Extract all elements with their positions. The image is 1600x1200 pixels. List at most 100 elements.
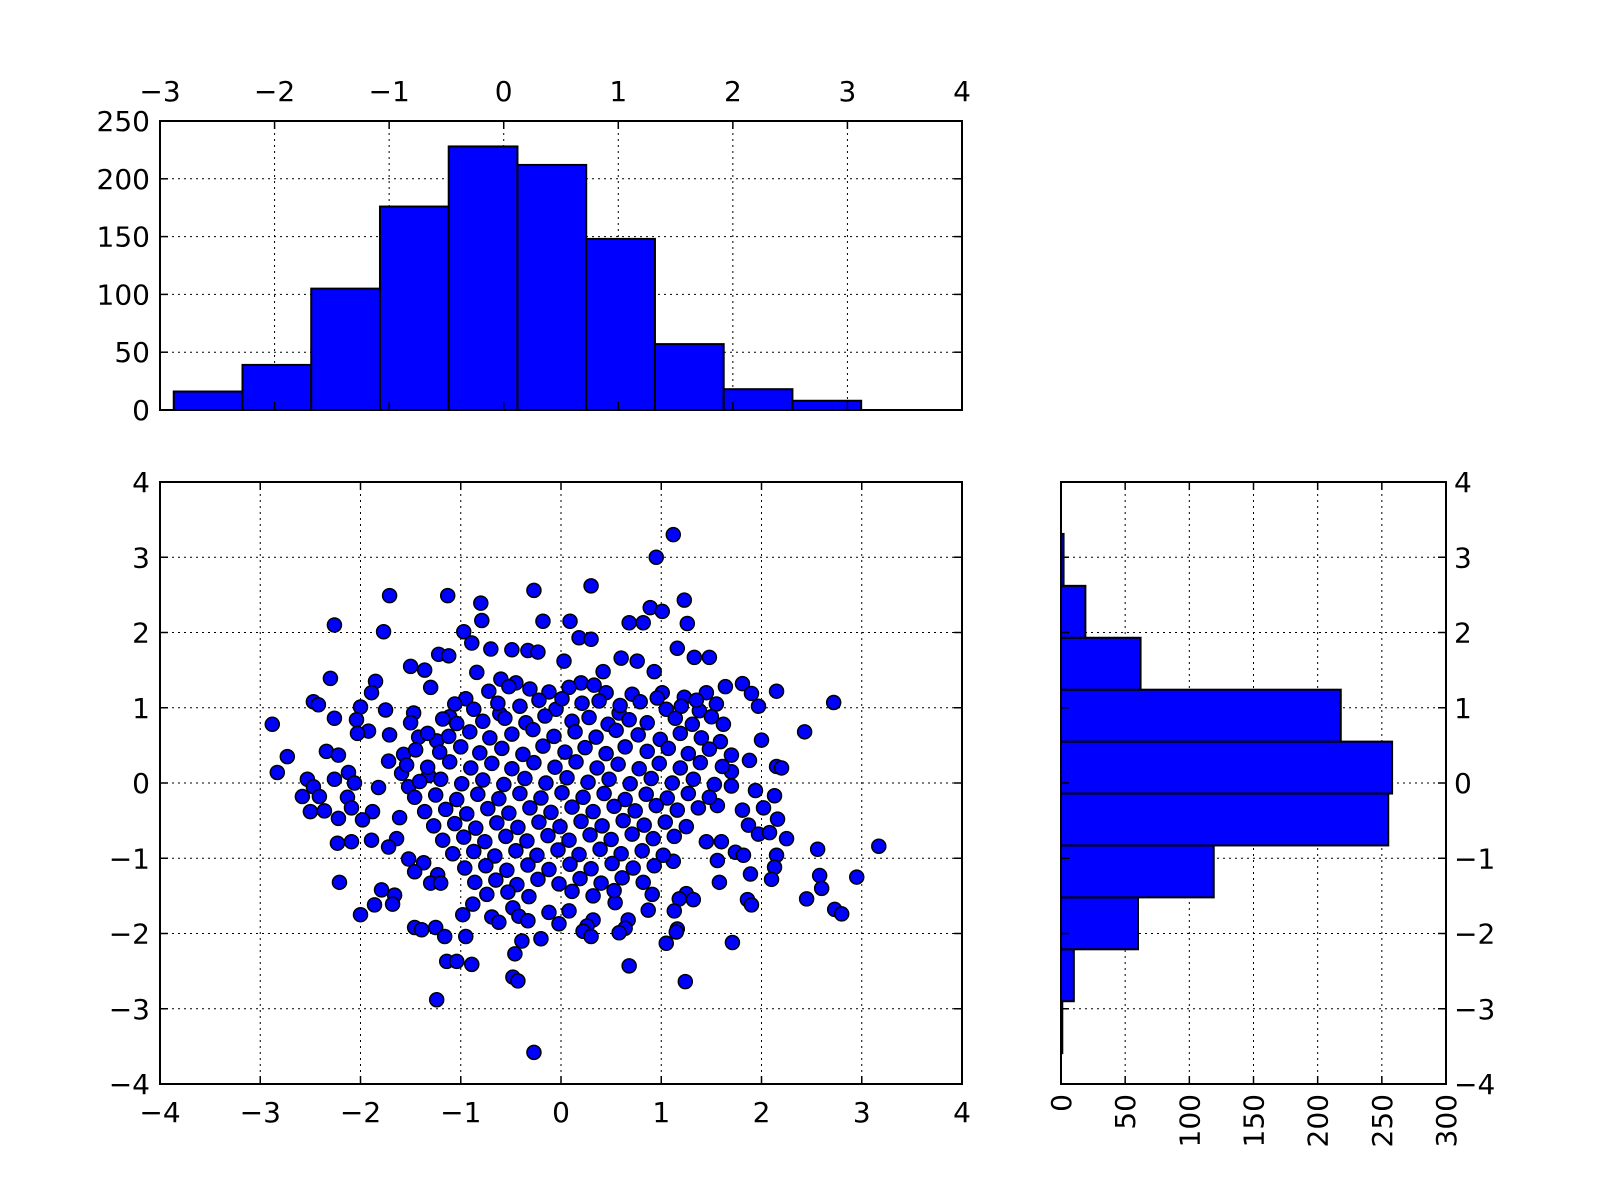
y-tick-label: −3: [109, 993, 150, 1026]
scatter-point: [331, 874, 348, 891]
scatter-point: [669, 640, 686, 657]
scatter-point: [848, 869, 865, 885]
scatter-point: [444, 845, 461, 862]
scatter-point: [440, 728, 457, 745]
scatter-point: [512, 698, 528, 714]
y-tick-label: −4: [109, 1068, 150, 1101]
histogram-bar: [1060, 948, 1075, 1003]
scatter-point: [488, 872, 504, 888]
scatter-point: [431, 744, 448, 760]
scatter-point: [343, 833, 360, 850]
scatter-point: [468, 820, 484, 836]
scatter-point: [489, 815, 505, 831]
histogram-bar: [1060, 896, 1139, 951]
scatter-point: [592, 841, 608, 857]
scatter-point: [432, 771, 449, 787]
scatter-point: [520, 857, 536, 873]
x-tick-label: −3: [240, 1096, 281, 1129]
scatter-point: [507, 946, 523, 962]
scatter-point: [551, 876, 567, 892]
y-tick-label: −2: [1454, 918, 1495, 951]
scatter-point: [593, 875, 609, 891]
scatter-point: [494, 740, 510, 757]
scatter-point: [384, 896, 401, 912]
scatter-point: [610, 756, 626, 772]
scatter-point: [522, 800, 538, 816]
scatter-point: [464, 956, 480, 973]
scatter-point: [455, 906, 471, 923]
scatter-point: [693, 730, 710, 746]
x-tick-label: 3: [839, 75, 857, 108]
scatter-point: [381, 727, 398, 743]
scatter-point: [400, 851, 417, 867]
scatter-point: [463, 760, 479, 776]
scatter-point: [768, 683, 785, 699]
scatter-point: [526, 1044, 542, 1061]
scatter-point: [708, 696, 725, 712]
scatter-point: [588, 729, 604, 745]
scatter-point: [556, 653, 572, 669]
scatter-point: [348, 712, 365, 728]
scatter-point: [711, 874, 728, 891]
scatter-point: [406, 864, 423, 880]
scatter-point: [380, 753, 397, 769]
scatter-point: [743, 685, 760, 702]
scatter-point: [428, 991, 445, 1008]
scatter-point: [680, 785, 697, 802]
scatter-point: [466, 701, 482, 718]
scatter-point: [497, 710, 513, 727]
x-tick-label: 0: [495, 75, 513, 108]
scatter-point: [535, 738, 551, 754]
scatter-point: [510, 819, 526, 836]
scatter-point: [646, 858, 662, 874]
scatter-point: [520, 912, 536, 929]
scatter-point: [479, 886, 495, 903]
scatter-point: [407, 742, 424, 758]
scatter-point: [595, 663, 611, 680]
scatter-point: [465, 896, 481, 912]
scatter-point: [778, 830, 795, 847]
scatter-point: [634, 842, 650, 859]
scatter-point: [521, 888, 537, 905]
scatter-point: [638, 786, 654, 803]
y-tick-label: 3: [1454, 541, 1472, 574]
scatter-point: [415, 855, 432, 871]
scatter-point: [766, 788, 783, 804]
scatter-point: [441, 754, 458, 770]
scatter-point: [363, 684, 380, 701]
scatter-point: [491, 914, 507, 930]
scatter-point: [519, 833, 535, 849]
scatter-point: [617, 791, 633, 808]
scatter-point: [583, 928, 599, 945]
scatter-point: [434, 832, 451, 848]
scatter-point: [574, 695, 590, 711]
y-tick-label: −1: [109, 842, 150, 875]
y-tick-label: 150: [97, 221, 150, 254]
histogram-bar: [1060, 792, 1390, 847]
scatter-point: [564, 883, 580, 900]
scatter-point: [419, 725, 436, 742]
scatter-point: [572, 870, 588, 887]
scatter-point: [701, 789, 718, 806]
x-tick-label: 0: [1045, 1094, 1078, 1112]
scatter-point: [522, 681, 538, 697]
scatter-point: [264, 716, 281, 733]
scatter-point: [526, 582, 542, 599]
y-tick-label: 200: [97, 163, 150, 196]
scatter-point: [632, 693, 648, 710]
scatter-point: [562, 613, 578, 629]
scatter-point: [541, 904, 557, 921]
scatter-point: [621, 958, 637, 974]
scatter-point: [537, 708, 553, 724]
scatter-point: [467, 874, 483, 891]
x-tick-label: −2: [254, 75, 295, 108]
y-tick-label: 250: [97, 105, 150, 138]
scatter-point: [627, 803, 643, 819]
scatter-point: [625, 860, 641, 876]
scatter-point: [594, 818, 610, 834]
scatter-point: [269, 764, 286, 781]
scatter-point: [635, 874, 651, 891]
scatter-point: [567, 724, 583, 740]
scatter-point: [422, 679, 439, 696]
scatter-point: [474, 612, 490, 629]
